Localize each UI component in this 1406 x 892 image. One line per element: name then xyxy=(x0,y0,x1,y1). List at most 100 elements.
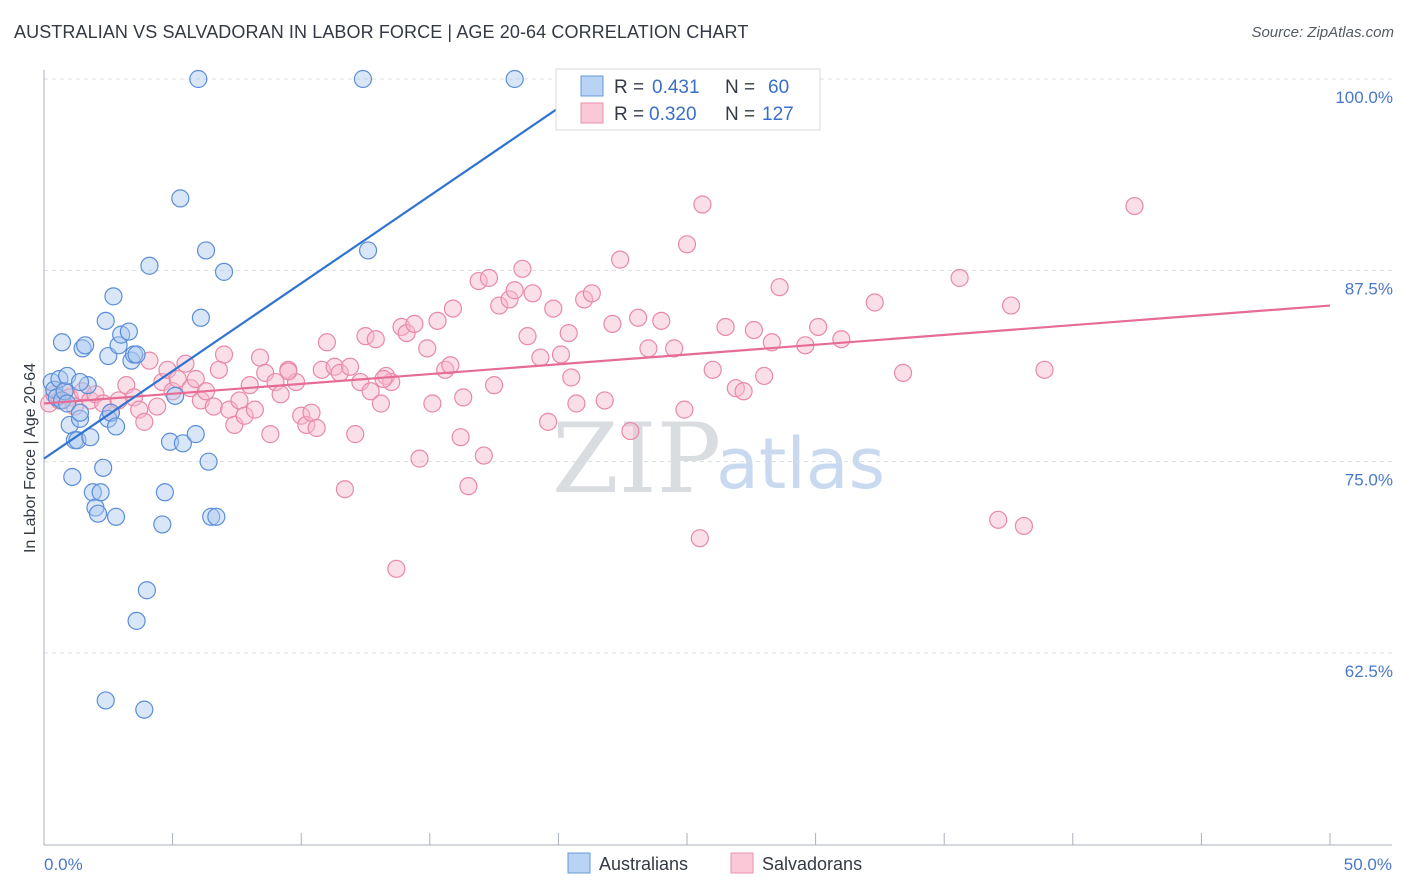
australians-point xyxy=(173,434,192,453)
salvadorans-point xyxy=(418,339,437,358)
salvadorans-point xyxy=(531,348,550,367)
salvadorans-point xyxy=(361,382,380,401)
australians-point xyxy=(155,483,174,502)
salvadorans-point xyxy=(230,391,249,410)
australians-point xyxy=(353,69,373,89)
salvadorans-point xyxy=(734,382,753,401)
australians-point xyxy=(189,69,208,89)
salvadorans-point xyxy=(410,449,429,468)
salvadorans-point xyxy=(261,425,280,444)
australians-point xyxy=(96,311,115,330)
salvadorans-point xyxy=(235,406,254,425)
salvadorans-point xyxy=(366,330,385,349)
salvadorans-point xyxy=(135,412,154,431)
australians-point xyxy=(199,452,218,471)
y-tick-label: 62.5% xyxy=(1345,662,1393,681)
salvadorans-point xyxy=(567,394,586,413)
salvadorans-point xyxy=(186,369,205,389)
chart-title: AUSTRALIAN VS SALVADORAN IN LABOR FORCE … xyxy=(14,22,749,42)
legend-swatch-salvadorans xyxy=(580,102,604,124)
salvadorans-point xyxy=(652,311,671,330)
salvadorans-point xyxy=(490,296,509,315)
salvadorans-point xyxy=(292,406,311,425)
salvadorans-point xyxy=(551,345,571,364)
salvadorans-point xyxy=(865,293,884,312)
salvadorans-point xyxy=(405,314,424,334)
bottom-legend-swatch-salvadorans xyxy=(730,852,754,874)
legend-r-label-salvadorans: R = xyxy=(614,104,644,125)
australians-point xyxy=(88,504,108,523)
legend-r-value-salvadorans: 0.320 xyxy=(649,104,697,125)
salvadorans-point xyxy=(665,339,684,358)
australians-point xyxy=(58,394,77,413)
salvadorans-point xyxy=(603,314,622,334)
salvadorans-point xyxy=(240,376,259,395)
salvadorans-point xyxy=(451,428,470,447)
salvadorans-point xyxy=(989,510,1008,529)
salvadorans-point xyxy=(693,195,712,214)
series-legend: Australians Salvadorans xyxy=(567,852,862,874)
australians-point xyxy=(81,428,100,447)
legend-n-value-salvadorans: 127 xyxy=(762,104,794,125)
australians-point xyxy=(70,403,90,422)
australians-point xyxy=(166,386,185,405)
salvadorans-point xyxy=(770,278,789,297)
salvadorans-point xyxy=(250,348,270,367)
salvadorans-point xyxy=(307,418,326,438)
salvadorans-point xyxy=(762,333,781,352)
salvadorans-point xyxy=(1125,196,1144,216)
australians-point xyxy=(91,483,110,502)
australians-point xyxy=(171,189,190,208)
australians-point xyxy=(214,262,234,281)
salvadorans-point xyxy=(423,394,442,413)
salvadorans-point xyxy=(582,284,601,303)
salvadorans-point xyxy=(469,271,488,291)
australians-point xyxy=(119,322,138,341)
x-tick-label-min: 0.0% xyxy=(44,855,83,874)
salvadorans-point xyxy=(302,403,321,422)
australians-point xyxy=(63,467,82,487)
salvadorans-point xyxy=(279,362,298,381)
salvadorans-point xyxy=(1014,516,1034,536)
salvadorans-point xyxy=(485,376,504,395)
australians-point xyxy=(505,69,524,89)
salvadorans-point xyxy=(1001,296,1021,315)
salvadorans-point xyxy=(214,345,234,364)
salvadorans-point xyxy=(317,333,337,352)
source-label: Source: ZipAtlas.com xyxy=(1251,24,1394,41)
salvadorans-point xyxy=(148,397,167,416)
salvadorans-point xyxy=(544,299,563,318)
australians-point xyxy=(106,507,126,526)
australians-point xyxy=(106,417,126,436)
salvadorans-point xyxy=(505,281,524,300)
bottom-legend-label-australians: Australians xyxy=(599,854,688,874)
legend-swatch-australians xyxy=(580,75,604,97)
watermark-atlas: atlas xyxy=(716,423,885,505)
salvadorans-point xyxy=(371,394,391,413)
x-tick-label-max: 50.0% xyxy=(1344,855,1392,874)
salvadorans-point xyxy=(832,330,851,349)
salvadorans-point xyxy=(523,284,542,303)
salvadorans-point xyxy=(639,339,658,358)
y-axis-label: In Labor Force | Age 20-64 xyxy=(22,363,39,553)
australians-point xyxy=(358,241,378,260)
australians-point xyxy=(191,308,210,327)
salvadorans-point xyxy=(539,412,558,431)
australians-point xyxy=(127,611,146,630)
salvadorans-point xyxy=(716,317,735,337)
australians-trend-line xyxy=(43,107,560,460)
y-tick-label: 75.0% xyxy=(1345,471,1393,490)
salvadorans-point xyxy=(225,415,244,435)
correlation-legend: R = 0.431 N = 60 R = 0.320 N = 127 xyxy=(555,68,821,131)
salvadorans-point xyxy=(703,360,722,379)
salvadorans-point xyxy=(629,308,648,327)
salvadorans-point xyxy=(559,323,578,343)
salvadorans-trend-line xyxy=(43,304,1331,405)
salvadorans-point xyxy=(459,477,478,496)
australians-point xyxy=(109,336,128,355)
salvadorans-point xyxy=(893,363,913,382)
bottom-legend-label-salvadorans: Salvadorans xyxy=(762,854,862,874)
salvadorans-point xyxy=(387,559,406,578)
australians-point xyxy=(52,333,72,352)
salvadorans-point xyxy=(245,400,265,419)
